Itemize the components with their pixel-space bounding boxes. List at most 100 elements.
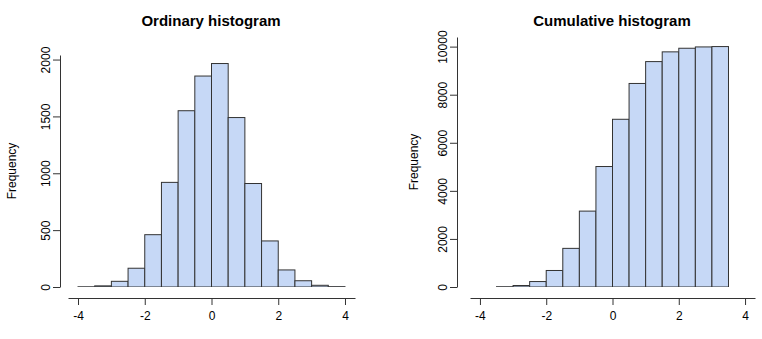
bar xyxy=(262,241,279,287)
x-tick: 0 xyxy=(610,298,617,323)
bar xyxy=(546,270,563,287)
x-tick-mark xyxy=(145,298,146,305)
y-tick: 1500 xyxy=(39,103,60,130)
y-axis-title: Frequency xyxy=(407,134,421,191)
y-tick-mark xyxy=(53,60,60,61)
x-tick-label: 0 xyxy=(610,309,617,323)
x-axis: -4 -2 0 2 4 xyxy=(69,298,356,323)
x-tick-mark xyxy=(78,298,79,305)
bar xyxy=(278,270,295,287)
x-tick-label: 4 xyxy=(742,309,749,323)
bar xyxy=(712,47,729,287)
x-tick-label: 4 xyxy=(342,309,349,323)
y-tick-label: 500 xyxy=(39,220,53,240)
y-tick: 10000 xyxy=(436,30,457,64)
bar xyxy=(312,285,329,287)
y-tick-label: 4000 xyxy=(436,178,450,205)
x-tick-mark xyxy=(480,298,481,305)
bars xyxy=(78,64,345,287)
y-tick-mark xyxy=(53,230,60,231)
bar xyxy=(78,286,95,287)
bar xyxy=(195,76,212,287)
bar xyxy=(679,48,696,287)
x-tick-mark xyxy=(613,298,614,305)
bar xyxy=(530,282,547,287)
y-tick-mark xyxy=(53,116,60,117)
x-tick: 4 xyxy=(742,298,749,323)
y-tick-label: 8000 xyxy=(436,82,450,109)
y-axis: 0 500 1000 1500 2000 xyxy=(39,46,61,290)
y-tick-mark xyxy=(450,143,457,144)
bar xyxy=(161,182,178,287)
y-tick-mark xyxy=(53,287,60,288)
x-tick-label: 0 xyxy=(209,309,216,323)
y-tick-label: 0 xyxy=(436,284,450,291)
y-tick-mark xyxy=(53,173,60,174)
y-tick-mark xyxy=(450,239,457,240)
x-tick: -2 xyxy=(541,298,552,323)
bar xyxy=(579,211,596,287)
y-tick: 1000 xyxy=(39,160,60,187)
bar xyxy=(629,83,646,287)
y-tick: 0 xyxy=(436,284,457,291)
bar xyxy=(111,281,128,287)
bar xyxy=(295,281,312,287)
y-tick-mark xyxy=(450,191,457,192)
x-tick-label: -2 xyxy=(140,309,151,323)
y-axis-title: Frequency xyxy=(5,143,19,200)
chart: -4 -2 0 2 4 0 2000 4000 6000 8000 10000 Cumulative … xyxy=(407,12,756,323)
y-tick-label: 2000 xyxy=(39,46,53,73)
bars xyxy=(497,47,729,287)
y-tick-label: 1000 xyxy=(39,160,53,187)
y-tick: 6000 xyxy=(436,130,457,157)
y-tick-label: 6000 xyxy=(436,130,450,157)
y-axis-line xyxy=(60,56,61,288)
y-tick: 8000 xyxy=(436,82,457,109)
y-tick: 2000 xyxy=(436,226,457,253)
figure: -4 -2 0 2 4 0 500 1000 1500 2000 Ordinary histogra… xyxy=(0,0,762,339)
chart-title: Ordinary histogram xyxy=(141,12,280,29)
x-tick: -2 xyxy=(140,298,151,323)
bar xyxy=(178,111,195,287)
bar xyxy=(328,286,345,287)
bar xyxy=(646,62,663,287)
bar xyxy=(497,286,514,287)
x-tick: 0 xyxy=(209,298,216,323)
bar xyxy=(662,52,679,287)
x-tick-mark xyxy=(278,298,279,305)
bar xyxy=(228,118,245,287)
y-tick-label: 0 xyxy=(39,284,53,291)
x-tick-label: -2 xyxy=(541,309,552,323)
chart: -4 -2 0 2 4 0 500 1000 1500 2000 Ordinary histogra… xyxy=(5,12,356,323)
bar xyxy=(613,119,630,287)
x-tick-label: -4 xyxy=(475,309,486,323)
x-tick: -4 xyxy=(475,298,486,323)
x-tick-label: -4 xyxy=(73,309,84,323)
bar xyxy=(95,286,112,287)
x-tick-mark xyxy=(212,298,213,305)
chart-title: Cumulative histogram xyxy=(533,12,691,29)
bar xyxy=(513,286,530,287)
y-tick: 500 xyxy=(39,220,60,240)
x-tick-mark xyxy=(546,298,547,305)
y-tick-label: 1500 xyxy=(39,103,53,130)
x-tick: 2 xyxy=(275,298,282,323)
y-tick-mark xyxy=(450,47,457,48)
x-tick-mark xyxy=(679,298,680,305)
y-tick-mark xyxy=(450,95,457,96)
y-axis-line xyxy=(457,38,458,288)
y-tick: 0 xyxy=(39,284,60,291)
y-axis: 0 2000 4000 6000 8000 10000 xyxy=(436,30,458,291)
bar xyxy=(695,47,712,287)
x-tick: 2 xyxy=(676,298,683,323)
bar xyxy=(212,64,229,287)
y-tick: 2000 xyxy=(39,46,60,73)
y-tick-label: 10000 xyxy=(436,30,450,64)
bar xyxy=(596,167,613,287)
y-tick: 4000 xyxy=(436,178,457,205)
bar xyxy=(145,235,162,287)
bar xyxy=(128,268,145,287)
x-tick: -4 xyxy=(73,298,84,323)
x-tick-mark xyxy=(745,298,746,305)
x-tick-label: 2 xyxy=(275,309,282,323)
